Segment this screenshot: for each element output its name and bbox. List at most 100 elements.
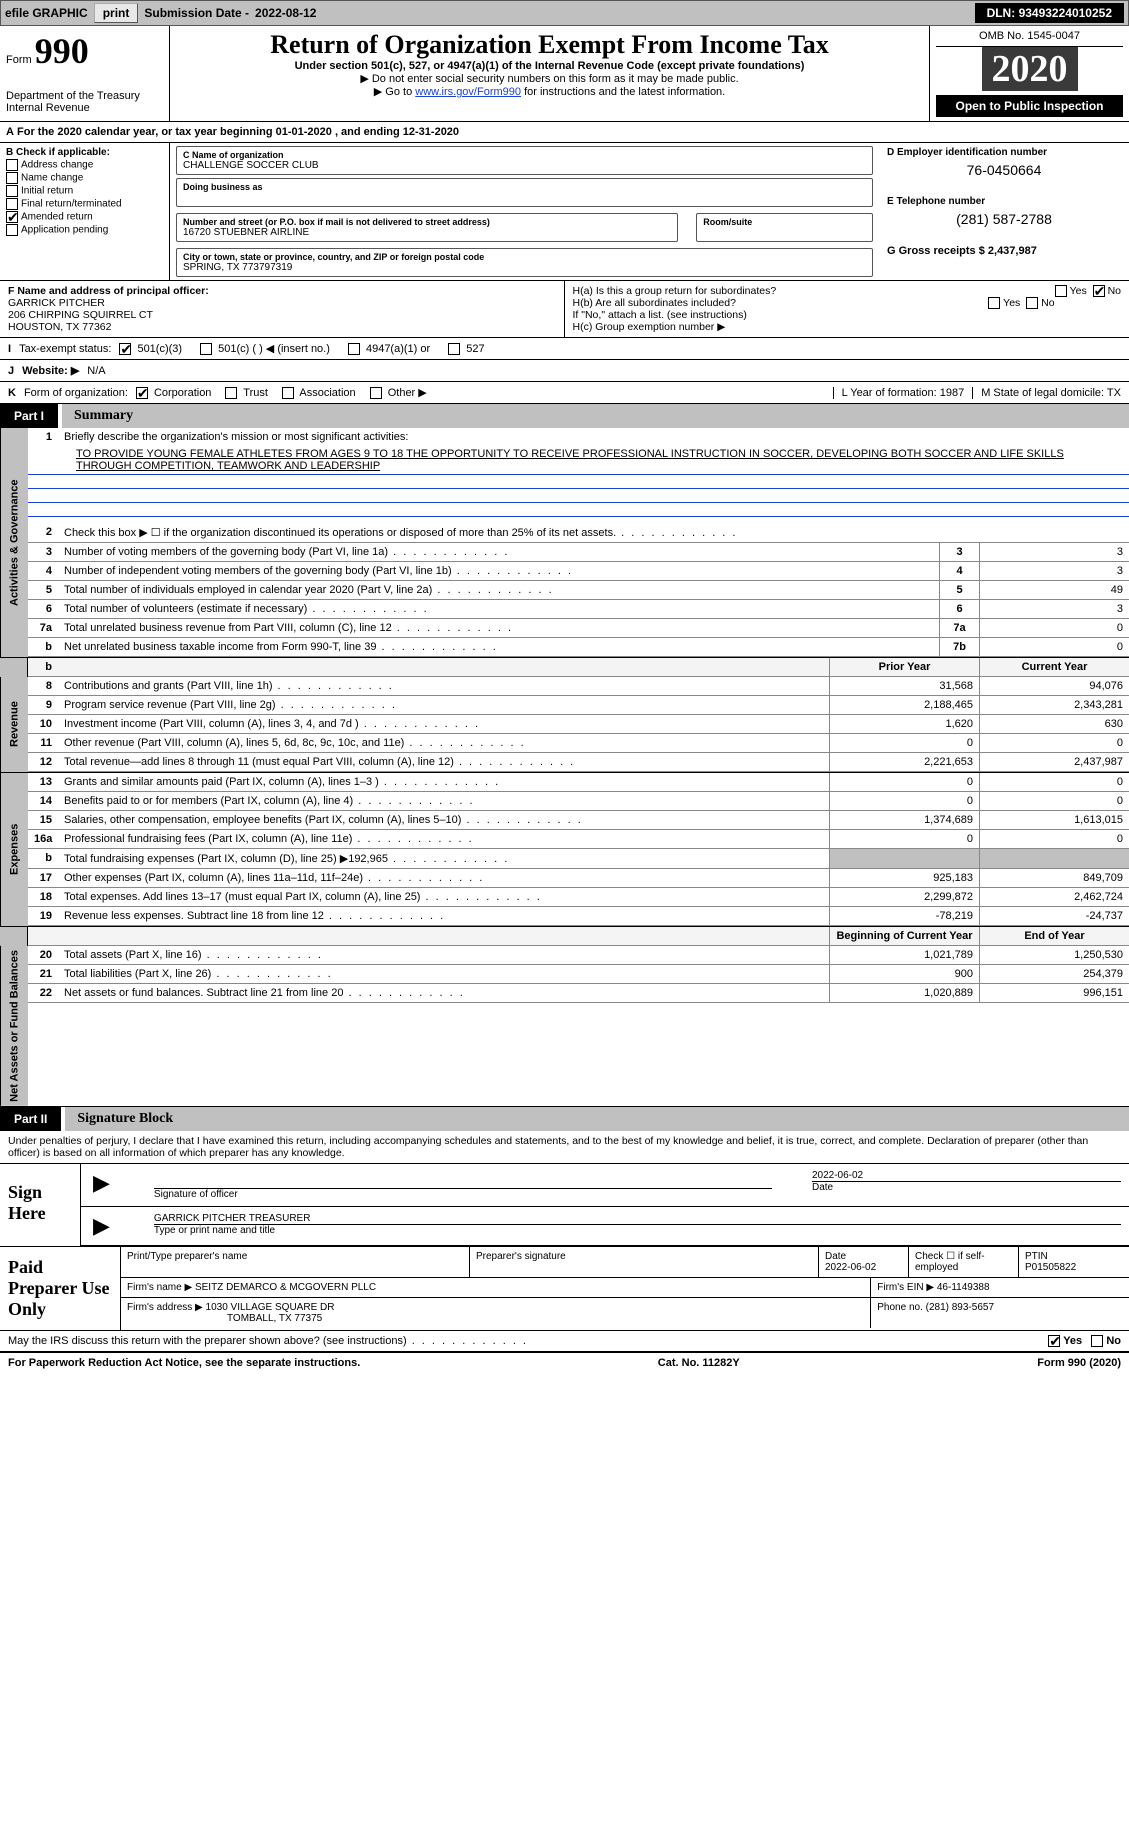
field-address: Number and street (or P.O. box if mail i…: [176, 213, 678, 242]
field-org-name: C Name of organization CHALLENGE SOCCER …: [176, 146, 873, 175]
footer-mid: Cat. No. 11282Y: [658, 1357, 740, 1369]
e-phone: (281) 587-2788: [887, 207, 1121, 231]
perjury-text: Under penalties of perjury, I declare th…: [0, 1131, 1129, 1163]
discuss-yes-checkbox[interactable]: [1048, 1335, 1060, 1347]
form-title: Return of Organization Exempt From Incom…: [176, 30, 923, 60]
k-option-2[interactable]: Association: [282, 387, 356, 399]
period-row: A For the 2020 calendar year, or tax yea…: [0, 122, 1129, 143]
rev-lines-line-9: 9Program service revenue (Part VIII, lin…: [28, 696, 1129, 715]
i-option-0[interactable]: 501(c)(3): [119, 343, 182, 355]
vtab-governance: Activities & Governance: [0, 428, 28, 657]
b-option-3[interactable]: Final return/terminated: [6, 198, 163, 210]
i-option-2[interactable]: 4947(a)(1) or: [348, 343, 430, 355]
b-option-0[interactable]: Address change: [6, 159, 163, 171]
i-option-3[interactable]: 527: [448, 343, 484, 355]
i-option-1[interactable]: 501(c) ( ) ◀ (insert no.): [200, 343, 330, 355]
b-option-4[interactable]: Amended return: [6, 211, 163, 223]
arrow-icon: ▶: [89, 1170, 114, 1200]
rev-lines-line-8: 8Contributions and grants (Part VIII, li…: [28, 677, 1129, 696]
subdate-label: Submission Date -: [144, 6, 249, 20]
form-header: Form 990 Department of the Treasury Inte…: [0, 26, 1129, 122]
m-state: M State of legal domicile: TX: [972, 387, 1121, 399]
sig-name: GARRICK PITCHER TREASURER: [154, 1213, 1121, 1224]
field-dba: Doing business as: [176, 178, 873, 207]
field-room: Room/suite: [696, 213, 873, 242]
cols-header: b Prior Year Current Year: [28, 658, 1129, 677]
line-j: J Website: ▶ N/A: [0, 360, 1129, 382]
form-note-1: ▶ Do not enter social security numbers o…: [176, 72, 923, 85]
l-year: L Year of formation: 1987: [833, 387, 965, 399]
k-option-1[interactable]: Trust: [225, 387, 268, 399]
vtab-revenue: Revenue: [0, 677, 28, 772]
firm-ein: Firm's EIN ▶ 46-1149388: [871, 1278, 1129, 1298]
discuss-no-checkbox[interactable]: [1091, 1335, 1103, 1347]
prep-name-hdr: Print/Type preparer's name: [121, 1247, 470, 1278]
arrow-icon: ▶: [89, 1213, 114, 1239]
hb-row: H(b) Are all subordinates included? Yes …: [573, 297, 1122, 309]
exp-lines-line-13: 13Grants and similar amounts paid (Part …: [28, 773, 1129, 792]
gov-line-2: 2Check this box ▶ ☐ if the organization …: [28, 523, 1129, 543]
exp-lines-line-19: 19Revenue less expenses. Subtract line 1…: [28, 907, 1129, 926]
dln: DLN: 93493224010252: [975, 3, 1124, 23]
firm-name: Firm's name ▶ SEITZ DEMARCO & MCGOVERN P…: [121, 1278, 871, 1298]
net-lines-line-20: 20Total assets (Part X, line 16)1,021,78…: [28, 946, 1129, 965]
hb-yes-checkbox[interactable]: [988, 297, 1000, 309]
rev-lines-line-10: 10Investment income (Part VIII, column (…: [28, 715, 1129, 734]
section-governance: Activities & Governance 1 Briefly descri…: [0, 428, 1129, 658]
gov-line-7a: 7aTotal unrelated business revenue from …: [28, 619, 1129, 638]
exp-lines-line-18: 18Total expenses. Add lines 13–17 (must …: [28, 888, 1129, 907]
vtab-net: Net Assets or Fund Balances: [0, 946, 28, 1106]
ha-yes-checkbox[interactable]: [1055, 285, 1067, 297]
b-option-5[interactable]: Application pending: [6, 224, 163, 236]
hb-no-checkbox[interactable]: [1026, 297, 1038, 309]
k-option-0[interactable]: Corporation: [136, 387, 212, 399]
form-subtitle: Under section 501(c), 527, or 4947(a)(1)…: [176, 60, 923, 72]
exp-lines-line-b: bTotal fundraising expenses (Part IX, co…: [28, 849, 1129, 869]
line-k-lm: K Form of organization: Corporation Trus…: [0, 382, 1129, 404]
topbar: efile GRAPHIC print Submission Date - 20…: [0, 0, 1129, 26]
section-expenses: Expenses 13Grants and similar amounts pa…: [0, 773, 1129, 927]
prep-ptin: PTINP01505822: [1019, 1247, 1129, 1278]
gov-line-6: 6Total number of volunteers (estimate if…: [28, 600, 1129, 619]
exp-lines-line-14: 14Benefits paid to or for members (Part …: [28, 792, 1129, 811]
irs-link[interactable]: www.irs.gov/Form990: [415, 86, 521, 98]
sig-date-label: Date: [812, 1181, 1121, 1193]
firm-addr: Firm's address ▶ 1030 VILLAGE SQUARE DR …: [121, 1298, 871, 1328]
sign-here-label: Sign Here: [0, 1164, 80, 1246]
part-i-header: Part I Summary: [0, 404, 1129, 428]
open-to-public: Open to Public Inspection: [936, 95, 1123, 117]
e-label: E Telephone number: [887, 196, 1121, 207]
discuss-row: May the IRS discuss this return with the…: [0, 1330, 1129, 1352]
b-option-1[interactable]: Name change: [6, 172, 163, 184]
g-gross: G Gross receipts $ 2,437,987: [887, 245, 1121, 257]
exp-lines-line-16a: 16aProfessional fundraising fees (Part I…: [28, 830, 1129, 849]
ha-no-checkbox[interactable]: [1093, 285, 1105, 297]
mission-lead: Briefly describe the organization's miss…: [58, 428, 1129, 446]
section-f-h: F Name and address of principal officer:…: [0, 281, 1129, 338]
print-button[interactable]: print: [94, 3, 139, 23]
part-ii-header: Part II Signature Block: [0, 1107, 1129, 1131]
d-label: D Employer identification number: [887, 147, 1121, 158]
vtab-expenses: Expenses: [0, 773, 28, 926]
firm-phone: Phone no. (281) 893-5657: [871, 1298, 1129, 1328]
b-option-2[interactable]: Initial return: [6, 185, 163, 197]
exp-lines-line-17: 17Other expenses (Part IX, column (A), l…: [28, 869, 1129, 888]
k-option-3[interactable]: Other ▶: [370, 387, 427, 399]
page-footer: For Paperwork Reduction Act Notice, see …: [0, 1352, 1129, 1373]
rev-lines-line-11: 11Other revenue (Part VIII, column (A), …: [28, 734, 1129, 753]
dept-treasury: Department of the Treasury Internal Reve…: [6, 90, 163, 114]
section-revenue: Revenue 8Contributions and grants (Part …: [0, 677, 1129, 773]
paid-preparer-block: Paid Preparer Use Only Print/Type prepar…: [0, 1246, 1129, 1330]
ha-row: H(a) Is this a group return for subordin…: [573, 285, 1122, 297]
field-city: City or town, state or province, country…: [176, 248, 873, 277]
sig-name-label: Type or print name and title: [154, 1224, 1121, 1236]
form-note-2: ▶ Go to www.irs.gov/Form990 for instruct…: [176, 85, 923, 98]
b-header: B Check if applicable:: [6, 147, 163, 158]
subdate-value: 2022-08-12: [255, 6, 316, 20]
form-word: Form: [6, 54, 32, 66]
d-ein: 76-0450664: [887, 158, 1121, 182]
hb-note: If "No," attach a list. (see instruction…: [573, 309, 1122, 321]
footer-left: For Paperwork Reduction Act Notice, see …: [8, 1357, 360, 1369]
prep-date: Date2022-06-02: [819, 1247, 909, 1278]
prep-selfemp: Check ☐ if self-employed: [909, 1247, 1019, 1278]
